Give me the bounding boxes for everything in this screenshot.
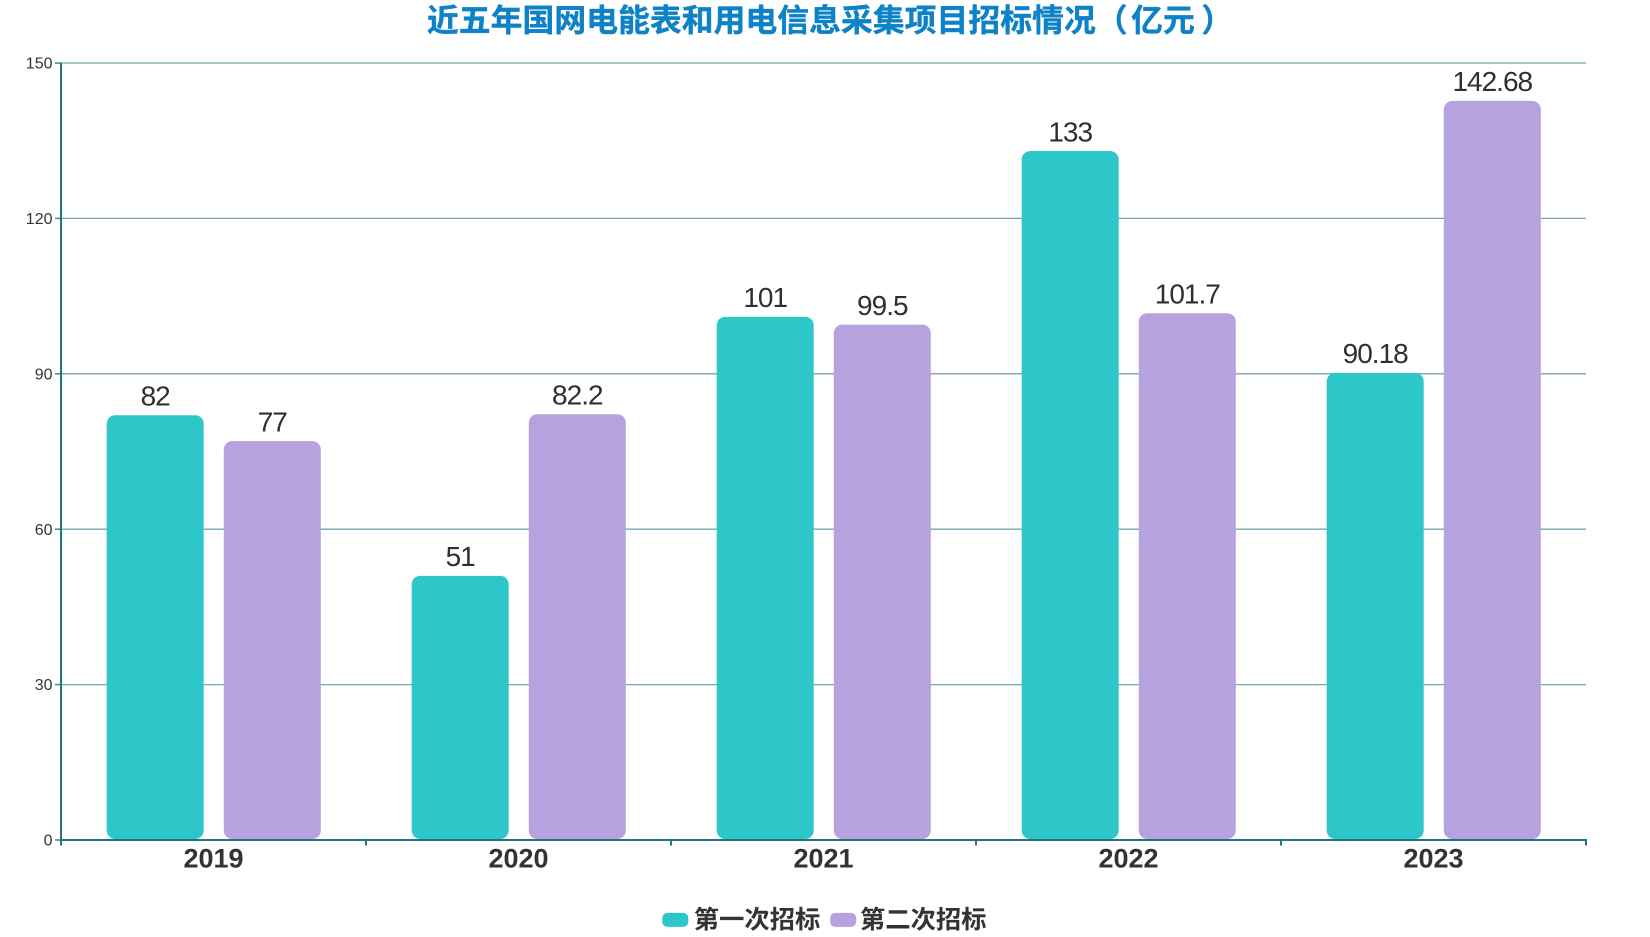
- svg-text:51: 51: [446, 541, 476, 572]
- svg-text:60: 60: [35, 522, 53, 539]
- svg-text:120: 120: [26, 211, 53, 228]
- svg-text:2022: 2022: [1098, 844, 1158, 874]
- svg-text:0: 0: [44, 833, 53, 850]
- svg-text:2021: 2021: [793, 844, 853, 874]
- svg-text:99.5: 99.5: [857, 290, 908, 321]
- svg-text:2019: 2019: [183, 844, 243, 874]
- svg-text:30: 30: [35, 677, 53, 694]
- svg-text:142.68: 142.68: [1452, 66, 1532, 97]
- svg-text:82.2: 82.2: [552, 380, 603, 411]
- svg-text:90: 90: [35, 366, 53, 383]
- svg-text:82: 82: [141, 381, 171, 412]
- svg-text:2020: 2020: [488, 844, 548, 874]
- svg-text:150: 150: [26, 56, 53, 73]
- svg-text:2023: 2023: [1403, 844, 1463, 874]
- svg-text:133: 133: [1048, 116, 1092, 147]
- svg-text:77: 77: [258, 406, 288, 437]
- svg-text:101.7: 101.7: [1155, 278, 1220, 309]
- svg-text:90.18: 90.18: [1343, 338, 1408, 369]
- svg-text:101: 101: [743, 282, 787, 313]
